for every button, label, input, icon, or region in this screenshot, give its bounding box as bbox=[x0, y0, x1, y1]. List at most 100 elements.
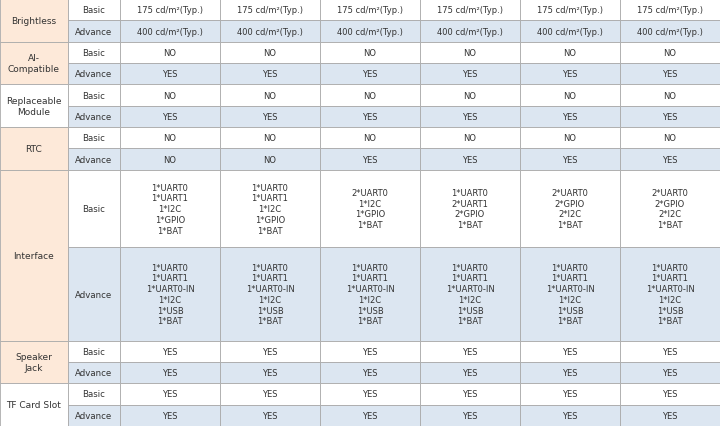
Text: 175 cd/m²(Typ.): 175 cd/m²(Typ.) bbox=[137, 6, 203, 15]
Bar bbox=[220, 341, 320, 362]
Text: Advance: Advance bbox=[76, 112, 112, 122]
Text: Brightless: Brightless bbox=[12, 17, 57, 26]
Text: YES: YES bbox=[462, 155, 478, 164]
Bar bbox=[420, 21, 520, 43]
Bar bbox=[220, 106, 320, 128]
Text: YES: YES bbox=[562, 112, 577, 122]
Bar bbox=[520, 362, 620, 383]
Text: Advance: Advance bbox=[76, 70, 112, 79]
Text: Basic: Basic bbox=[83, 49, 105, 58]
Bar bbox=[420, 405, 520, 426]
Bar bbox=[120, 128, 220, 149]
Bar bbox=[520, 106, 620, 128]
Text: NO: NO bbox=[264, 155, 276, 164]
Bar bbox=[0, 170, 68, 341]
Bar bbox=[620, 85, 720, 106]
Bar bbox=[520, 341, 620, 362]
Text: 1*UART0
1*UART1
1*UART0-IN
1*I2C
1*USB
1*BAT: 1*UART0 1*UART1 1*UART0-IN 1*I2C 1*USB 1… bbox=[446, 263, 495, 325]
Text: YES: YES bbox=[562, 347, 577, 356]
Bar bbox=[68, 248, 120, 341]
Text: YES: YES bbox=[462, 112, 478, 122]
Text: NO: NO bbox=[664, 91, 677, 101]
Bar bbox=[68, 106, 120, 128]
Bar bbox=[520, 383, 620, 405]
Text: 2*UART0
2*GPIO
2*I2C
1*BAT: 2*UART0 2*GPIO 2*I2C 1*BAT bbox=[652, 189, 688, 230]
Bar bbox=[320, 170, 420, 248]
Bar bbox=[320, 362, 420, 383]
Bar bbox=[320, 128, 420, 149]
Bar bbox=[220, 248, 320, 341]
Text: TF Card Slot: TF Card Slot bbox=[6, 400, 61, 409]
Text: NO: NO bbox=[163, 49, 176, 58]
Bar bbox=[620, 170, 720, 248]
Text: YES: YES bbox=[462, 368, 478, 377]
Bar bbox=[420, 383, 520, 405]
Text: 1*UART0
1*UART1
1*I2C
1*GPIO
1*BAT: 1*UART0 1*UART1 1*I2C 1*GPIO 1*BAT bbox=[251, 183, 289, 235]
Text: 1*UART0
2*UART1
2*GPIO
1*BAT: 1*UART0 2*UART1 2*GPIO 1*BAT bbox=[451, 189, 488, 230]
Bar bbox=[320, 85, 420, 106]
Bar bbox=[220, 362, 320, 383]
Text: 400 cd/m²(Typ.): 400 cd/m²(Typ.) bbox=[237, 27, 303, 37]
Bar bbox=[68, 0, 120, 21]
Text: 1*UART0
1*UART1
1*UART0-IN
1*I2C
1*USB
1*BAT: 1*UART0 1*UART1 1*UART0-IN 1*I2C 1*USB 1… bbox=[546, 263, 595, 325]
Text: 175 cd/m²(Typ.): 175 cd/m²(Typ.) bbox=[637, 6, 703, 15]
Text: NO: NO bbox=[364, 134, 377, 143]
Text: NO: NO bbox=[264, 134, 276, 143]
Bar bbox=[0, 0, 68, 43]
Bar bbox=[420, 128, 520, 149]
Text: Basic: Basic bbox=[83, 134, 105, 143]
Bar bbox=[620, 383, 720, 405]
Bar bbox=[620, 405, 720, 426]
Bar bbox=[320, 21, 420, 43]
Text: Advance: Advance bbox=[76, 368, 112, 377]
Text: YES: YES bbox=[362, 112, 378, 122]
Bar bbox=[120, 85, 220, 106]
Bar bbox=[120, 64, 220, 85]
Bar bbox=[420, 170, 520, 248]
Text: Basic: Basic bbox=[83, 347, 105, 356]
Text: YES: YES bbox=[362, 411, 378, 420]
Bar bbox=[620, 21, 720, 43]
Text: NO: NO bbox=[364, 91, 377, 101]
Bar bbox=[120, 149, 220, 170]
Text: YES: YES bbox=[462, 347, 478, 356]
Text: 2*UART0
1*I2C
1*GPIO
1*BAT: 2*UART0 1*I2C 1*GPIO 1*BAT bbox=[351, 189, 388, 230]
Text: Basic: Basic bbox=[83, 389, 105, 399]
Text: 1*UART0
1*UART1
1*I2C
1*GPIO
1*BAT: 1*UART0 1*UART1 1*I2C 1*GPIO 1*BAT bbox=[152, 183, 189, 235]
Text: 400 cd/m²(Typ.): 400 cd/m²(Typ.) bbox=[137, 27, 203, 37]
Text: NO: NO bbox=[163, 155, 176, 164]
Bar bbox=[620, 149, 720, 170]
Bar bbox=[68, 43, 120, 64]
Text: AI-
Compatible: AI- Compatible bbox=[8, 54, 60, 74]
Text: YES: YES bbox=[162, 112, 178, 122]
Bar bbox=[420, 85, 520, 106]
Bar bbox=[68, 128, 120, 149]
Bar bbox=[620, 64, 720, 85]
Bar bbox=[0, 43, 68, 85]
Text: YES: YES bbox=[562, 368, 577, 377]
Text: NO: NO bbox=[664, 134, 677, 143]
Bar bbox=[120, 21, 220, 43]
Bar bbox=[0, 85, 68, 128]
Text: NO: NO bbox=[464, 49, 477, 58]
Text: YES: YES bbox=[362, 70, 378, 79]
Text: NO: NO bbox=[664, 49, 677, 58]
Bar bbox=[220, 0, 320, 21]
Text: Replaceable
Module: Replaceable Module bbox=[6, 97, 62, 116]
Text: Advance: Advance bbox=[76, 27, 112, 37]
Bar bbox=[320, 341, 420, 362]
Text: 175 cd/m²(Typ.): 175 cd/m²(Typ.) bbox=[437, 6, 503, 15]
Bar bbox=[320, 0, 420, 21]
Bar bbox=[520, 21, 620, 43]
Bar bbox=[620, 43, 720, 64]
Text: NO: NO bbox=[464, 91, 477, 101]
Bar bbox=[520, 0, 620, 21]
Bar bbox=[0, 383, 68, 426]
Text: YES: YES bbox=[162, 70, 178, 79]
Bar bbox=[220, 64, 320, 85]
Bar bbox=[120, 170, 220, 248]
Bar bbox=[68, 21, 120, 43]
Text: NO: NO bbox=[163, 91, 176, 101]
Text: YES: YES bbox=[562, 411, 577, 420]
Bar bbox=[520, 405, 620, 426]
